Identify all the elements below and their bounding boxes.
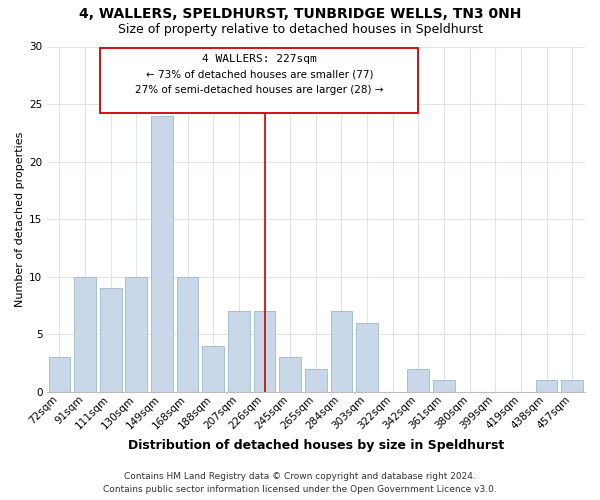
X-axis label: Distribution of detached houses by size in Speldhurst: Distribution of detached houses by size … <box>128 440 504 452</box>
Bar <box>125 276 147 392</box>
Bar <box>151 116 173 392</box>
Bar <box>49 357 70 392</box>
Bar <box>202 346 224 392</box>
Text: 27% of semi-detached houses are larger (28) →: 27% of semi-detached houses are larger (… <box>135 85 383 95</box>
Bar <box>305 368 326 392</box>
Bar <box>74 276 96 392</box>
Text: 4, WALLERS, SPELDHURST, TUNBRIDGE WELLS, TN3 0NH: 4, WALLERS, SPELDHURST, TUNBRIDGE WELLS,… <box>79 8 521 22</box>
Bar <box>561 380 583 392</box>
Bar <box>331 311 352 392</box>
FancyBboxPatch shape <box>100 48 418 113</box>
Bar <box>100 288 122 392</box>
Bar <box>228 311 250 392</box>
Text: ← 73% of detached houses are smaller (77): ← 73% of detached houses are smaller (77… <box>146 70 373 80</box>
Bar <box>356 322 378 392</box>
Text: Size of property relative to detached houses in Speldhurst: Size of property relative to detached ho… <box>118 22 482 36</box>
Y-axis label: Number of detached properties: Number of detached properties <box>15 132 25 306</box>
Bar <box>177 276 199 392</box>
Bar <box>536 380 557 392</box>
Bar <box>279 357 301 392</box>
Text: Contains HM Land Registry data © Crown copyright and database right 2024.
Contai: Contains HM Land Registry data © Crown c… <box>103 472 497 494</box>
Bar <box>407 368 429 392</box>
Bar <box>433 380 455 392</box>
Bar <box>254 311 275 392</box>
Text: 4 WALLERS: 227sqm: 4 WALLERS: 227sqm <box>202 54 317 64</box>
